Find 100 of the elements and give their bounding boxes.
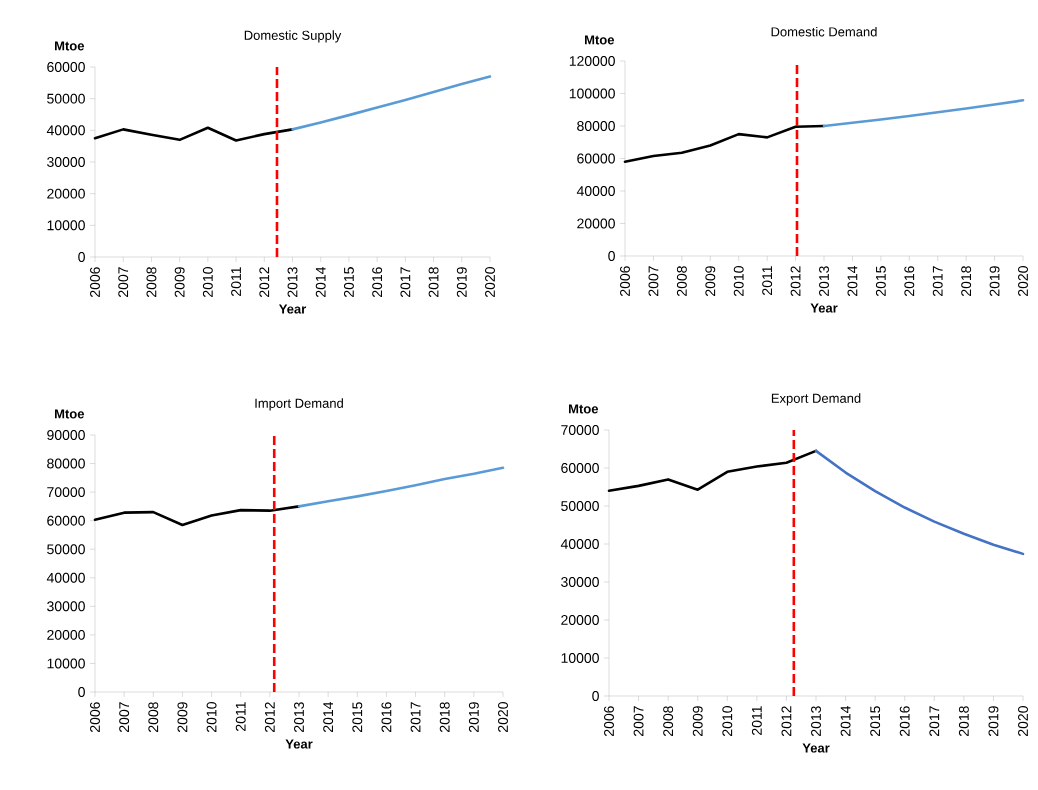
x-tick-label: 2019 (988, 706, 999, 736)
x-tick-label: 2019 (468, 702, 479, 732)
y-tick-label: 10000 (47, 220, 85, 231)
x-axis-title: Year (285, 739, 313, 749)
x-tick-label: 2018 (958, 706, 969, 736)
y-tick-label: 40000 (46, 125, 85, 136)
x-tick-label: 2007 (633, 706, 644, 736)
y-tick-label: 90000 (47, 430, 85, 440)
x-tick-label: 2020 (1018, 266, 1028, 296)
x-tick-label: 2014 (847, 265, 858, 296)
x-tick-label: 2015 (352, 702, 363, 732)
y-tick-label: 60000 (47, 515, 85, 526)
y-tick-label: 20000 (561, 615, 599, 625)
chart-title: Import Demand (255, 398, 343, 411)
x-tick-label: 2020 (1018, 706, 1028, 736)
line-series (814, 449, 1025, 556)
y-tick-label: 60000 (47, 62, 85, 72)
x-tick-label: 2008 (146, 267, 157, 297)
line-series (93, 126, 294, 142)
x-tick-label: 2016 (904, 266, 915, 296)
x-tick-label: 2011 (235, 702, 246, 731)
line-series (297, 466, 505, 508)
y-tick-label: 0 (608, 251, 615, 261)
x-tick-label: 2009 (705, 266, 716, 296)
y-tick-label: 20000 (47, 629, 85, 640)
x-tick-label: 2014 (315, 266, 326, 297)
y-tick-label: 70000 (47, 487, 85, 498)
y-tick-label: 120000 (569, 56, 615, 66)
y-tick-label: 10000 (561, 653, 599, 663)
x-tick-label: 2011 (231, 267, 242, 296)
line-series (623, 124, 826, 164)
x-tick-label: 2009 (174, 267, 185, 297)
x-tick-label: 2018 (961, 266, 972, 296)
y-tick-label: 40000 (46, 572, 85, 583)
chart-title: Export Demand (771, 393, 861, 406)
y-tick-label: 10000 (47, 658, 85, 669)
x-tick-label: 2008 (676, 266, 687, 296)
x-tick-label: 2012 (259, 267, 270, 297)
y-tick-label: 20000 (47, 188, 85, 199)
y-tick-label: 80000 (577, 121, 615, 131)
x-tick-label: 2014 (840, 705, 851, 736)
y-axis-title: Mtoe (585, 35, 615, 45)
x-tick-label: 2006 (620, 266, 630, 296)
x-tick-label: 2009 (692, 706, 703, 736)
x-tick-label: 2007 (118, 267, 129, 297)
y-tick-label: 100000 (569, 88, 615, 99)
x-tick-label: 2019 (456, 267, 467, 297)
y-tick-label: 60000 (577, 153, 615, 164)
x-tick-label: 2016 (372, 267, 383, 297)
x-tick-label: 2017 (929, 706, 940, 736)
y-axis-title: Mtoe (569, 404, 599, 414)
x-tick-label: 2015 (870, 706, 881, 736)
line-series (822, 99, 1025, 128)
x-tick-label: 2019 (989, 266, 1000, 296)
x-tick-label: 2009 (177, 702, 188, 732)
x-tick-label: 2020 (485, 267, 495, 297)
y-tick-label: 70000 (561, 425, 599, 435)
y-axis-title: Mtoe (55, 409, 85, 419)
y-tick-label: 0 (78, 252, 85, 262)
x-tick-label: 2007 (119, 702, 130, 732)
x-tick-label: 2010 (722, 706, 733, 736)
chart-title: Domestic Demand (771, 26, 877, 37)
y-tick-label: 20000 (577, 218, 615, 229)
x-tick-label: 2016 (381, 702, 392, 732)
y-tick-label: 30000 (47, 157, 85, 167)
x-axis-title: Year (810, 303, 838, 313)
x-tick-label: 2015 (875, 266, 886, 296)
x-tick-label: 2012 (264, 702, 275, 732)
x-tick-label: 2013 (287, 267, 298, 297)
y-tick-label: 0 (78, 687, 85, 697)
x-tick-label: 2013 (294, 702, 304, 732)
x-tick-label: 2010 (202, 267, 213, 297)
x-tick-label: 2012 (790, 266, 801, 296)
y-tick-label: 30000 (561, 577, 599, 587)
x-tick-label: 2013 (819, 266, 829, 296)
line-series (93, 505, 301, 527)
x-tick-label: 2012 (781, 706, 792, 736)
y-tick-label: 80000 (47, 458, 85, 469)
chart-title: Domestic Supply (244, 30, 342, 43)
x-tick-label: 2008 (663, 706, 674, 736)
x-tick-label: 2007 (648, 266, 659, 296)
x-tick-label: 2011 (751, 706, 762, 735)
x-tick-label: 2018 (439, 702, 450, 732)
y-tick-label: 60000 (561, 463, 599, 473)
x-tick-label: 2010 (206, 702, 217, 732)
x-tick-label: 2015 (343, 267, 354, 297)
x-tick-label: 2014 (323, 701, 334, 732)
x-tick-label: 2008 (148, 702, 159, 732)
x-tick-label: 2020 (498, 702, 508, 732)
x-tick-label: 2017 (410, 702, 421, 732)
y-axis-title: Mtoe (55, 41, 85, 51)
y-tick-label: 40000 (560, 539, 599, 549)
x-tick-label: 2017 (400, 267, 411, 297)
x-axis-title: Year (278, 304, 307, 314)
y-tick-label: 50000 (561, 501, 599, 511)
x-tick-label: 2016 (899, 706, 910, 736)
x-axis-title: Year (802, 743, 830, 753)
line-series (607, 449, 818, 493)
x-tick-label: 2013 (811, 706, 821, 736)
x-tick-label: 2006 (90, 702, 100, 732)
